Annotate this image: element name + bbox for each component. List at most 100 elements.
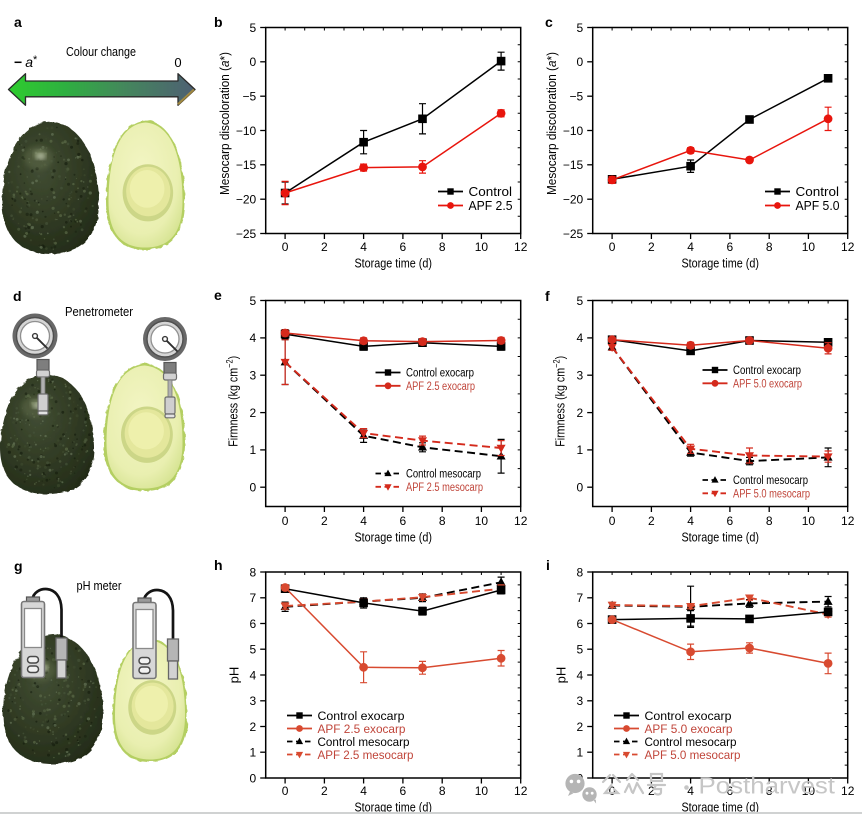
svg-text:APF 2.5 exocarp: APF 2.5 exocarp [406,381,475,393]
svg-text:0: 0 [609,784,616,798]
svg-text:12: 12 [841,240,855,254]
svg-text:8: 8 [439,514,446,528]
svg-text:Control: Control [469,185,513,199]
svg-text:12: 12 [514,784,528,798]
svg-text:Colour change: Colour change [66,45,136,59]
svg-text:12: 12 [514,240,528,254]
svg-text:Control mesocarp: Control mesocarp [318,735,410,749]
svg-text:Storage time (d): Storage time (d) [681,800,759,815]
svg-text:8: 8 [766,514,773,528]
svg-text:−10: −10 [236,124,257,138]
svg-text:8: 8 [250,565,257,579]
svg-text:8: 8 [766,784,773,798]
svg-text:0: 0 [577,481,584,495]
svg-text:APF 2.5: APF 2.5 [469,199,513,213]
svg-text:e: e [214,287,222,303]
svg-text:7: 7 [250,591,257,605]
svg-text:4: 4 [577,331,584,345]
svg-text:4: 4 [250,668,257,682]
svg-text:Control exocarp: Control exocarp [645,709,732,723]
svg-text:Postharvest: Postharvest [699,773,836,799]
svg-text:2: 2 [250,720,257,734]
svg-text:Storage time (d): Storage time (d) [354,800,432,815]
svg-text:Storage time (d): Storage time (d) [354,530,432,545]
svg-text:APF 2.5 mesocarp: APF 2.5 mesocarp [318,748,414,762]
svg-text:10: 10 [802,514,816,528]
svg-text:a: a [14,14,22,30]
svg-text:Control exocarp: Control exocarp [733,365,801,377]
svg-text:2: 2 [250,406,257,420]
svg-text:Control mesocarp: Control mesocarp [645,735,737,749]
svg-text:Control mesocarp: Control mesocarp [733,475,808,487]
svg-text:−10: −10 [563,124,584,138]
svg-text:10: 10 [475,240,489,254]
svg-text:APF 5.0 exocarp: APF 5.0 exocarp [733,378,802,390]
svg-text:4: 4 [687,240,694,254]
svg-text:6: 6 [400,514,407,528]
svg-text:i: i [546,557,550,573]
svg-text:5: 5 [250,21,257,35]
svg-text:0: 0 [282,514,289,528]
svg-text:2: 2 [648,240,655,254]
svg-text:1: 1 [250,746,257,760]
svg-text:10: 10 [475,514,489,528]
svg-text:−a*: − a* [14,54,38,70]
svg-text:−15: −15 [236,158,257,172]
svg-text:Mesocarp discoloration (a*): Mesocarp discoloration (a*) [217,52,232,195]
svg-text:APF 2.5 mesocarp: APF 2.5 mesocarp [406,482,483,494]
svg-text:4: 4 [360,514,367,528]
svg-text:−20: −20 [563,193,584,207]
svg-text:2: 2 [321,240,328,254]
svg-text:7: 7 [577,591,584,605]
svg-text:−20: −20 [236,193,257,207]
svg-text:1: 1 [577,746,584,760]
svg-text:12: 12 [841,784,855,798]
svg-text:Storage time (d): Storage time (d) [354,256,432,271]
svg-text:6: 6 [727,784,734,798]
svg-text:8: 8 [577,565,584,579]
svg-text:0: 0 [577,55,584,69]
svg-text:−15: −15 [563,158,584,172]
svg-text:4: 4 [687,514,694,528]
svg-text:1: 1 [577,443,584,457]
svg-text:pH: pH [227,667,242,684]
svg-text:APF 2.5 exocarp: APF 2.5 exocarp [318,722,406,736]
svg-text:6: 6 [577,617,584,631]
svg-text:2: 2 [577,720,584,734]
svg-text:3: 3 [250,369,257,383]
svg-text:8: 8 [439,240,446,254]
svg-text:6: 6 [400,784,407,798]
svg-text:Firmness (kg cm−2): Firmness (kg cm−2) [552,356,568,447]
svg-text:c: c [545,14,553,30]
svg-text:Control exocarp: Control exocarp [318,709,405,723]
svg-text:3: 3 [577,369,584,383]
svg-text:2: 2 [321,514,328,528]
svg-text:6: 6 [400,240,407,254]
svg-text:0: 0 [250,481,257,495]
svg-text:5: 5 [250,294,257,308]
svg-text:0: 0 [609,514,616,528]
svg-text:−25: −25 [563,227,584,241]
svg-text:0: 0 [174,55,181,70]
svg-text:10: 10 [802,240,816,254]
svg-text:2: 2 [648,514,655,528]
svg-text:4: 4 [360,784,367,798]
svg-text:6: 6 [250,617,257,631]
svg-text:2: 2 [321,784,328,798]
svg-text:8: 8 [766,240,773,254]
svg-text:−25: −25 [236,227,257,241]
svg-text:0: 0 [609,240,616,254]
svg-text:0: 0 [282,784,289,798]
svg-text:2: 2 [648,784,655,798]
svg-text:1: 1 [250,443,257,457]
svg-text:−5: −5 [570,90,584,104]
svg-text:APF 5.0: APF 5.0 [796,199,840,213]
svg-text:12: 12 [841,514,855,528]
svg-text:Storage time (d): Storage time (d) [681,530,759,545]
svg-text:Penetrometer: Penetrometer [65,305,133,319]
svg-text:4: 4 [250,331,257,345]
svg-text:5: 5 [250,643,257,657]
svg-text:APF 5.0 exocarp: APF 5.0 exocarp [645,722,733,736]
svg-text:8: 8 [439,784,446,798]
svg-text:pH meter: pH meter [77,579,122,593]
